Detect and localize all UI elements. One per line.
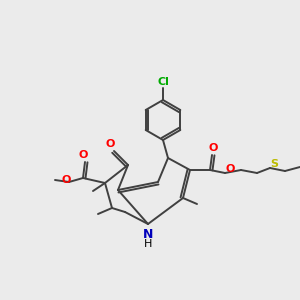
- Text: N: N: [143, 227, 153, 241]
- Text: O: O: [78, 150, 88, 160]
- Text: O: O: [105, 139, 115, 149]
- Text: O: O: [225, 164, 235, 174]
- Text: O: O: [208, 143, 218, 153]
- Text: H: H: [144, 239, 152, 249]
- Text: S: S: [270, 159, 278, 169]
- Text: Cl: Cl: [157, 77, 169, 87]
- Text: O: O: [61, 175, 71, 185]
